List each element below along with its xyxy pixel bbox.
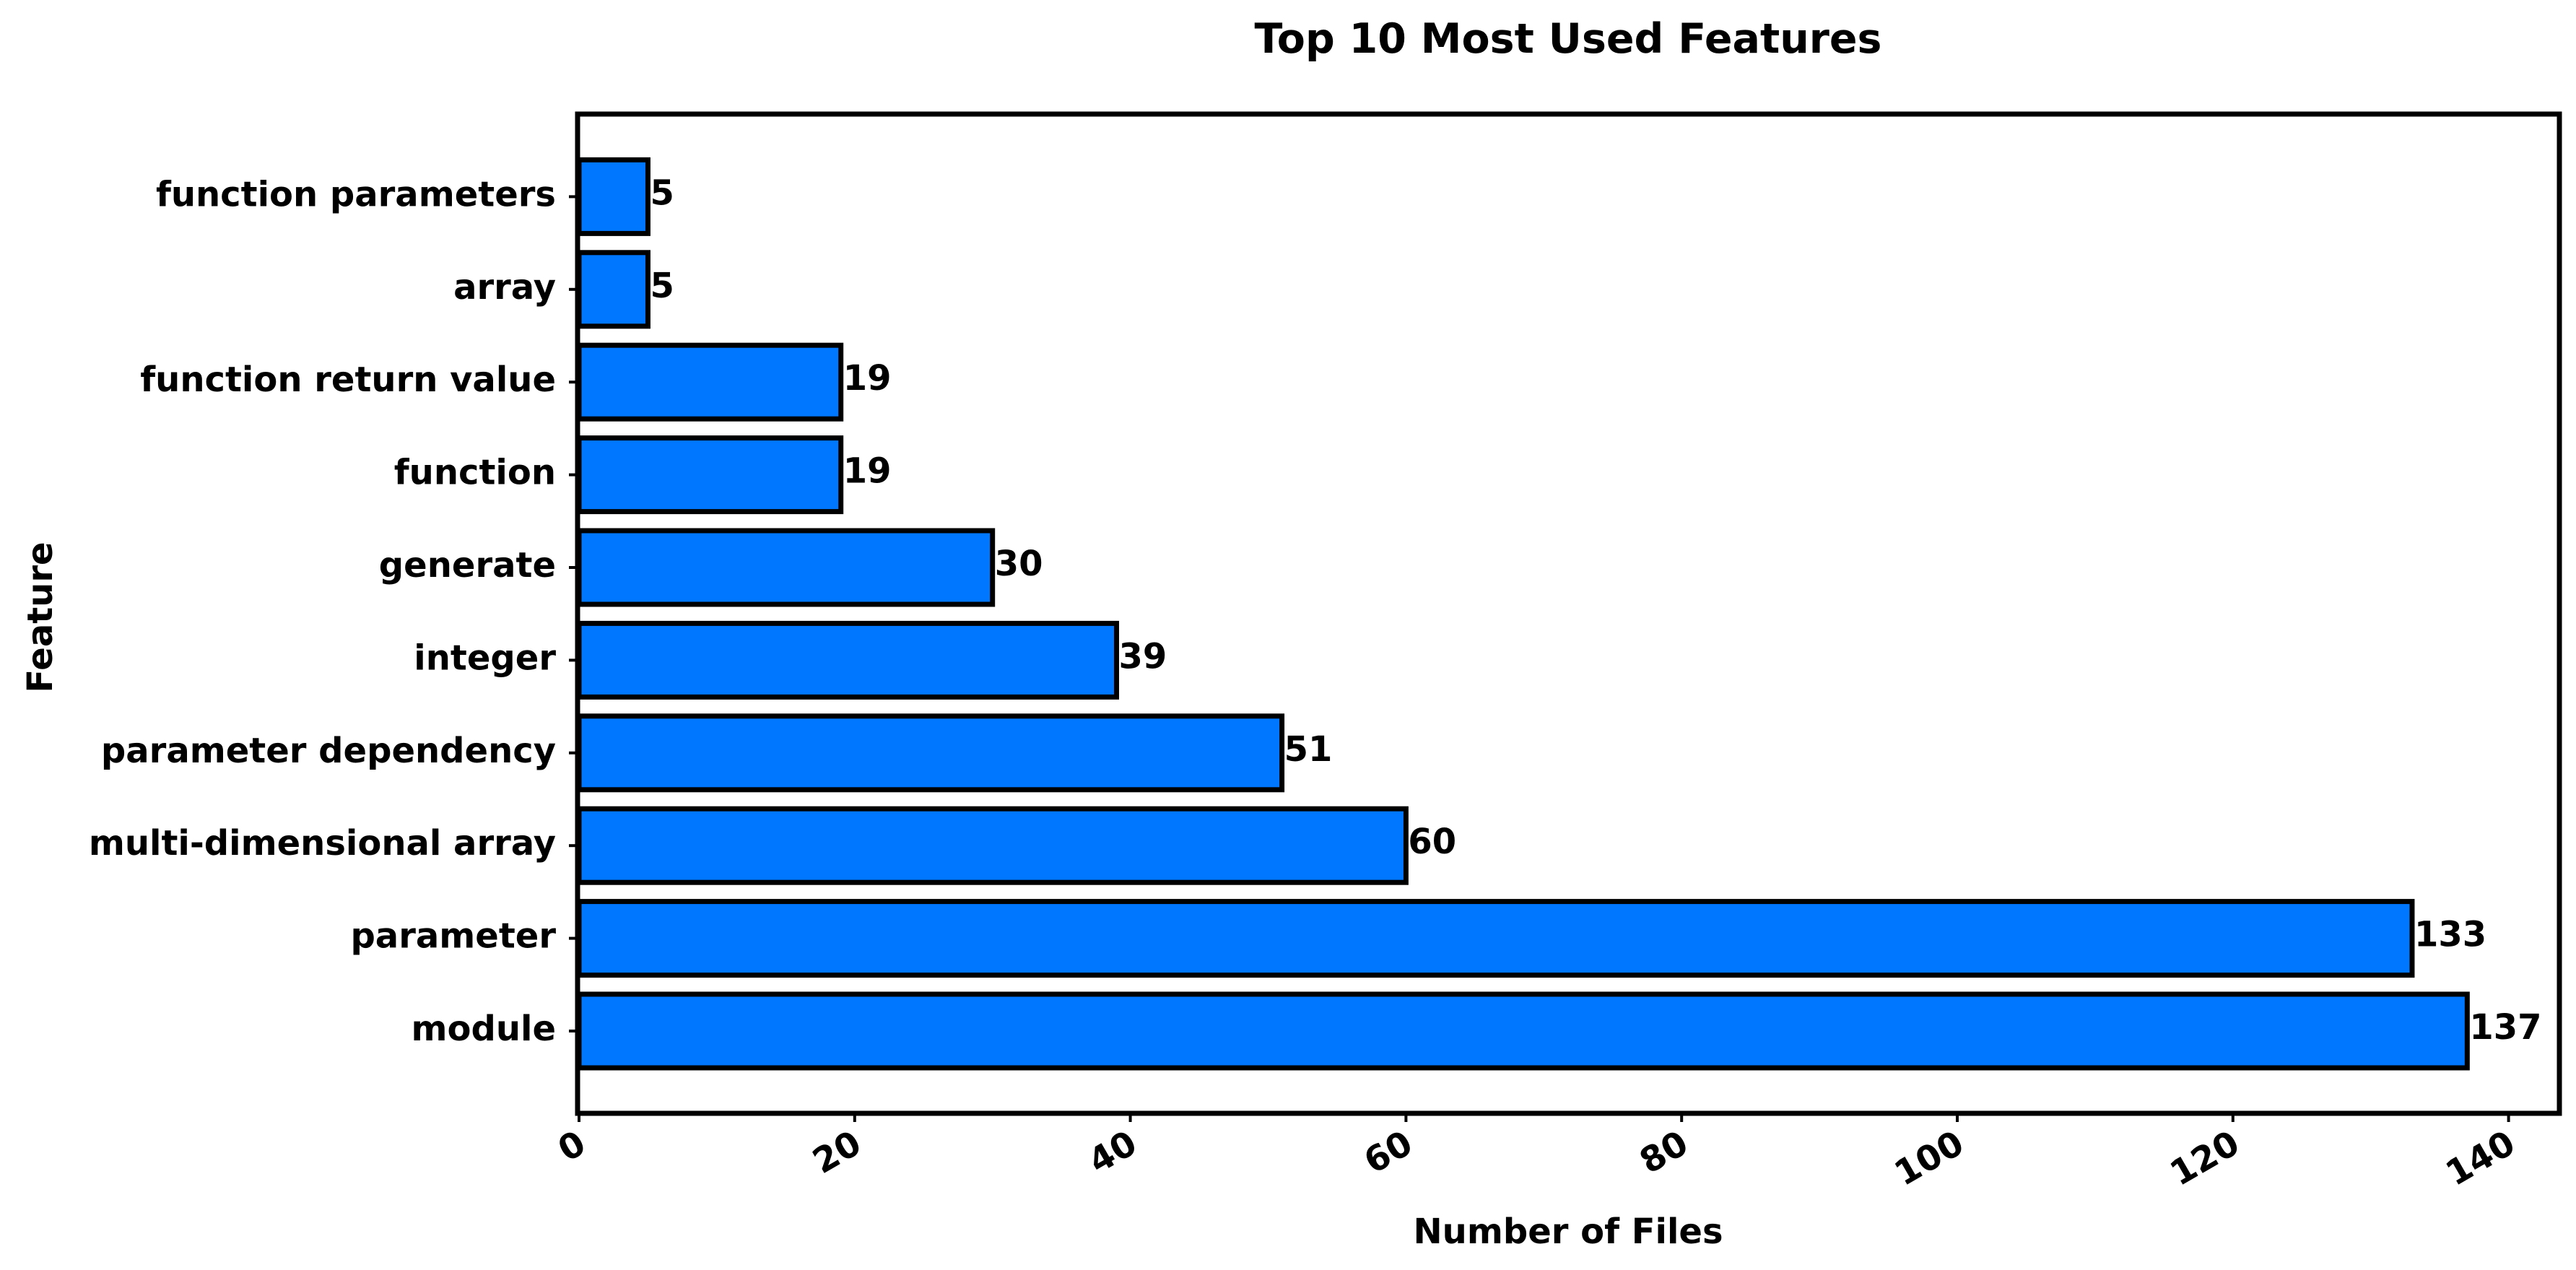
y-axis-label: Feature: [20, 542, 61, 692]
y-tick-label-array: array: [453, 267, 556, 308]
y-tick-label-function-return-value: function return value: [140, 360, 556, 400]
bar-generate: [576, 528, 996, 607]
bars-group: [576, 157, 2470, 1071]
plot-frame: [575, 111, 2562, 1116]
value-label-multi-dimensional-array: 60: [1408, 822, 1456, 862]
x-tick-label-100: 100: [1888, 1123, 1971, 1194]
x-tick-label-40: 40: [1082, 1123, 1144, 1182]
x-tick-label-0: 0: [552, 1123, 593, 1170]
y-tick-label-parameter: parameter: [350, 916, 556, 957]
value-label-parameter: 133: [2414, 915, 2486, 955]
y-axis: module parameter multi-dimensional array pa…: [89, 174, 578, 1049]
bar-function-parameters: [576, 157, 650, 236]
x-axis: 0 20 40 60 80 100 120 140: [552, 1113, 2522, 1194]
y-tick-label-multi-dimensional-array: multi-dimensional array: [89, 823, 556, 864]
x-tick-label-20: 20: [806, 1123, 868, 1182]
bar-parameter: [576, 899, 2415, 978]
value-label-array: 5: [650, 266, 674, 306]
bar-module: [576, 991, 2470, 1071]
bar-function: [576, 435, 844, 515]
value-label-function-parameters: 5: [650, 173, 674, 213]
x-tick-label-80: 80: [1633, 1123, 1695, 1182]
x-axis-label: Number of Files: [1413, 1212, 1723, 1252]
value-label-function-return-value: 19: [843, 358, 892, 399]
value-label-generate: 30: [995, 544, 1043, 584]
y-tick-label-generate: generate: [379, 545, 556, 586]
bar-function-return-value: [576, 342, 844, 422]
bar-multi-dimensional-array: [576, 806, 1409, 885]
y-tick-label-function: function: [394, 453, 556, 493]
bar-array: [576, 250, 650, 329]
y-tick-label-parameter-dependency: parameter dependency: [101, 731, 556, 771]
value-labels-group: 137 133 60 51 39 30 19 19 5 5: [650, 173, 2541, 1048]
value-label-function: 19: [843, 451, 892, 492]
value-label-parameter-dependency: 51: [1284, 729, 1333, 770]
bar-integer: [576, 620, 1120, 700]
bar-parameter-dependency: [576, 713, 1285, 793]
x-tick-label-60: 60: [1357, 1123, 1419, 1182]
value-label-integer: 39: [1119, 636, 1167, 677]
x-tick-label-120: 120: [2164, 1123, 2247, 1194]
x-tick-label-140: 140: [2439, 1123, 2522, 1194]
y-tick-label-integer: integer: [414, 638, 556, 678]
value-label-module: 137: [2469, 1007, 2541, 1048]
chart-title: Top 10 Most Used Features: [1255, 15, 1882, 63]
y-tick-label-module: module: [411, 1009, 556, 1049]
y-tick-label-function-parameters: function parameters: [156, 174, 556, 214]
